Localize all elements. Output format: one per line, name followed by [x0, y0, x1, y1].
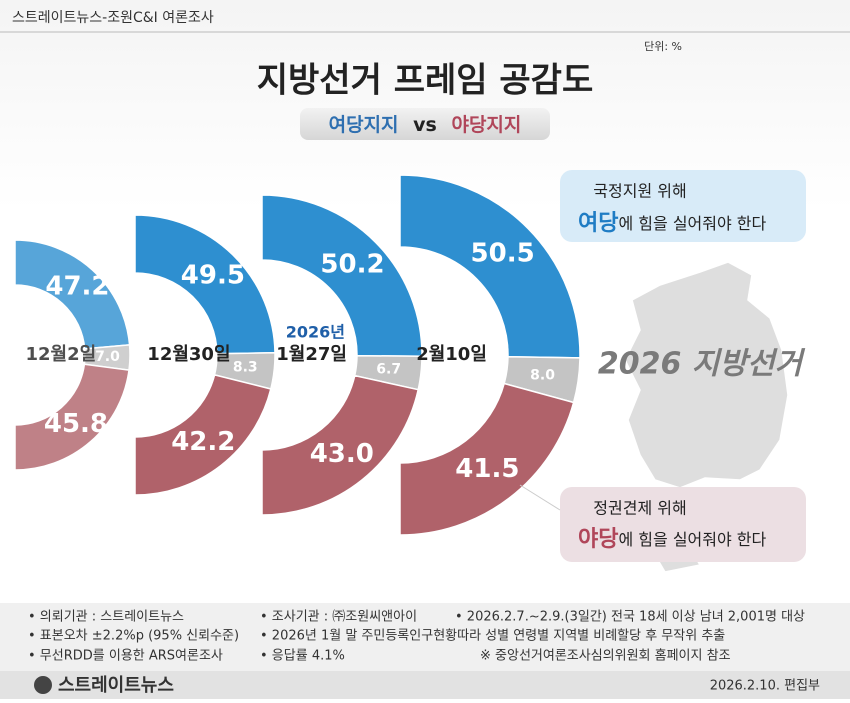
segment	[14, 239, 131, 350]
subtitle: 여당지지 vs 야당지지	[329, 114, 522, 136]
footer-note: • 2026.2.7.~2.9.(3일간) 전국 18세 이상 남녀 2,001…	[455, 610, 805, 625]
source: 스트레이트뉴스-조원C&I 여론조사	[12, 10, 214, 26]
ring: 50.2 6.7 43.0 1월27일 2026년	[261, 194, 423, 516]
value-label: 41.5	[455, 454, 519, 484]
segment	[399, 174, 581, 359]
value-label: 7.0	[95, 349, 120, 365]
value-label: 6.7	[376, 361, 401, 377]
date: 2026.2.10. 편집부	[710, 679, 820, 694]
callout-ruling	[560, 170, 806, 242]
value-label: 8.3	[233, 360, 258, 376]
callout-rest: 에 힘을 실어줘야 한다	[618, 530, 766, 549]
chart: 47.2 7.0 45.8 12월2일 49.5 8.3 42.2 12월30일 50.2 6.7…	[14, 174, 581, 536]
ring: 50.5 8.0 41.5 2월10일	[399, 174, 581, 536]
callout-line: 정권견제 위해	[593, 499, 686, 518]
ring: 49.5 8.3 42.2 12월30일	[134, 214, 276, 496]
value-label: 8.0	[530, 367, 555, 383]
value-label: 47.2	[45, 271, 109, 301]
footer-bar	[0, 671, 850, 699]
annotation: 2026년	[286, 323, 345, 342]
value-label: 50.2	[320, 250, 384, 280]
value-label: 45.8	[44, 409, 108, 439]
category-label: 12월30일	[147, 344, 230, 365]
segment	[134, 214, 276, 355]
footer-note: • 응답률 4.1%	[260, 649, 345, 664]
segment	[261, 194, 423, 358]
map-label: 2026 지방선거	[598, 347, 806, 382]
footer-note: • 무선RDD를 이용한 ARS여론조사	[28, 649, 223, 664]
category-label: 12월2일	[26, 344, 97, 365]
logo: 스트레이트뉴스	[58, 675, 174, 696]
callout-pointer	[519, 484, 561, 511]
value-label: 42.2	[171, 427, 235, 457]
callout-rest: 에 힘을 실어줘야 한다	[618, 214, 766, 233]
callout-party: 야당	[578, 527, 618, 552]
footer-note: ※ 중앙선거여론조사심의위원회 홈페이지 참조	[480, 649, 731, 664]
unit: 단위: %	[644, 40, 682, 53]
footer-notes: • 의뢰기관 : 스트레이트뉴스 • 조사기관 : ㈜조원씨앤아이 • 2026.2…	[28, 610, 805, 664]
footer-note: • 의뢰기관 : 스트레이트뉴스	[28, 610, 184, 625]
footer-note: • 2026년 1월 말 주민등록인구현황따라 성별 연령별 지역별 비례할당 …	[260, 629, 725, 644]
callout-opposition	[560, 487, 806, 562]
footer-note: • 표본오차 ±2.2%p (95% 신뢰수준)	[28, 629, 239, 644]
title: 지방선거 프레임 공감도	[257, 61, 593, 101]
callout-party: 여당	[578, 211, 618, 236]
value-label: 43.0	[310, 439, 374, 469]
callout-line: 야당에 힘을 실어줘야 한다	[578, 527, 767, 552]
legend-opposition: 야당지지	[451, 114, 521, 136]
callout-line: 국정지원 위해	[593, 182, 686, 201]
footer-note: • 조사기관 : ㈜조원씨앤아이	[260, 610, 417, 625]
legend-ruling: 여당지지	[329, 114, 399, 136]
callout-line: 여당에 힘을 실어줘야 한다	[578, 211, 767, 236]
value-label: 49.5	[181, 260, 245, 290]
category-label: 1월27일	[276, 344, 347, 365]
subtitle-pill	[300, 108, 550, 140]
category-label: 2월10일	[416, 344, 487, 365]
segment	[399, 382, 575, 536]
vs: vs	[413, 114, 437, 136]
logo-icon	[34, 676, 52, 694]
segment	[261, 374, 420, 516]
segment	[134, 373, 272, 496]
ring: 47.2 7.0 45.8 12월2일	[14, 239, 131, 471]
segment	[14, 363, 130, 471]
value-label: 50.5	[471, 238, 535, 268]
